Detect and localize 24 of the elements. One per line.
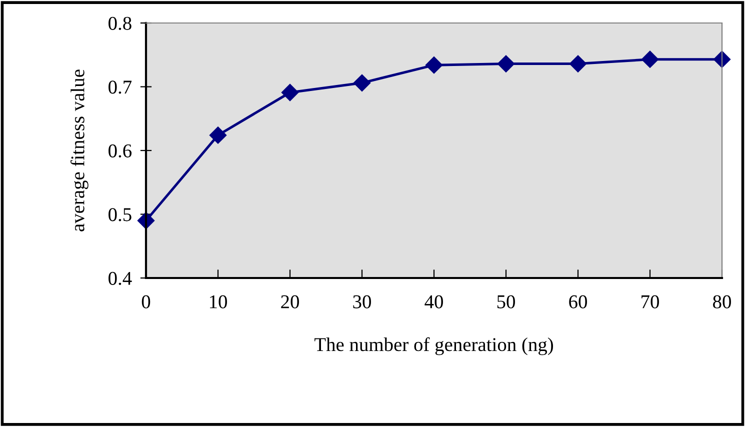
x-tick-label: 80 — [713, 295, 731, 308]
y-tick-label: 0.7 — [108, 80, 132, 94]
y-tick-label: 0.6 — [108, 144, 132, 158]
point — [569, 55, 587, 72]
x-tick-label: 60 — [569, 295, 587, 308]
x-axis-title: The number of generation (ng) — [314, 337, 554, 356]
point — [713, 50, 731, 68]
x-tick-label: 10 — [210, 295, 227, 308]
y-axis-title: average fitness value — [70, 70, 88, 232]
y-tick-label: 0.4 — [108, 272, 132, 286]
point — [641, 50, 659, 68]
y-tick-label: 0.5 — [108, 208, 132, 222]
x-tick-label: 50 — [497, 295, 515, 308]
x-tick-label: 0 — [142, 295, 150, 308]
x-tick-label: 70 — [642, 295, 659, 308]
y-tick-label: 0.8 — [108, 16, 132, 30]
point — [425, 56, 443, 74]
point — [209, 126, 227, 144]
x-tick-label: 40 — [424, 295, 443, 308]
x-tick-label: 30 — [353, 295, 371, 308]
point — [281, 84, 299, 102]
point — [353, 74, 371, 92]
point — [497, 55, 515, 72]
x-tick-label: 20 — [281, 295, 299, 308]
